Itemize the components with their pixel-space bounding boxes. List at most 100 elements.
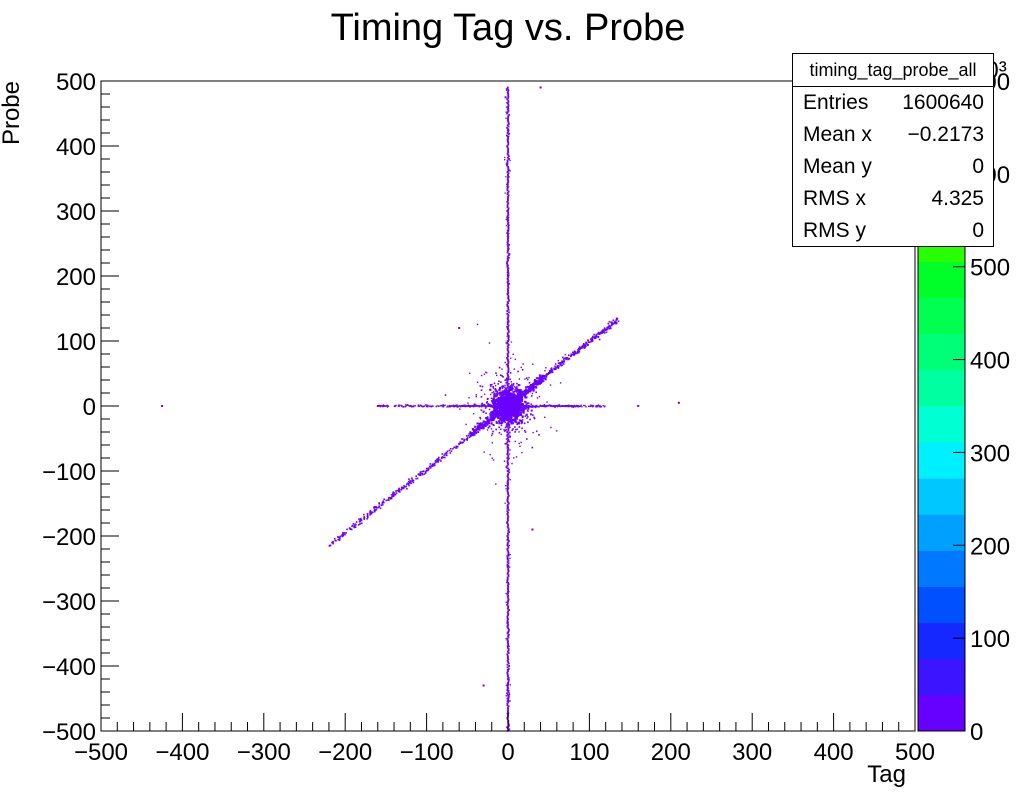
data-point [412, 405, 415, 407]
data-point [479, 385, 482, 387]
data-point [483, 393, 486, 395]
data-point [395, 404, 397, 407]
data-point [427, 467, 430, 470]
data-point [354, 524, 356, 526]
data-point [519, 390, 522, 393]
data-point [507, 652, 510, 654]
data-point [456, 406, 458, 408]
data-point [527, 409, 529, 411]
data-point [507, 224, 510, 227]
data-point [492, 459, 495, 461]
data-point [507, 368, 510, 371]
data-point [406, 487, 408, 490]
data-point [506, 572, 509, 575]
data-point [509, 431, 511, 434]
data-point [507, 142, 510, 145]
data-point [560, 364, 563, 367]
data-point [509, 557, 511, 559]
data-point [445, 451, 448, 454]
data-point [508, 403, 511, 407]
data-point [531, 446, 534, 449]
data-point [383, 498, 385, 501]
data-point [507, 644, 510, 647]
data-point [507, 246, 510, 249]
data-point [519, 445, 521, 447]
data-point [520, 392, 523, 394]
data-point [544, 370, 546, 372]
data-point [594, 337, 596, 340]
data-point [503, 413, 505, 416]
data-point [453, 406, 455, 408]
data-point [501, 416, 504, 419]
data-point [506, 87, 509, 90]
data-point [426, 405, 429, 408]
data-point [509, 404, 512, 407]
data-point [506, 695, 508, 697]
data-point [506, 305, 508, 307]
data-point [507, 236, 510, 238]
data-point [506, 632, 508, 634]
data-point [506, 379, 508, 382]
data-point [498, 415, 501, 417]
data-point [499, 418, 502, 421]
data-point [441, 453, 444, 455]
data-point [487, 421, 490, 424]
data-point [549, 371, 551, 373]
data-point [475, 395, 477, 398]
data-point [517, 421, 520, 424]
data-point [507, 269, 509, 272]
data-point [506, 134, 508, 137]
data-point [507, 709, 510, 712]
data-point [576, 352, 578, 354]
data-point [524, 389, 526, 392]
data-point [498, 420, 500, 422]
data-point [506, 241, 509, 244]
data-point [378, 505, 380, 507]
data-point [507, 340, 509, 342]
data-point [418, 474, 421, 476]
data-point [522, 411, 525, 414]
data-point [565, 405, 567, 407]
data-point [398, 405, 401, 407]
data-point [525, 407, 527, 409]
data-point [544, 416, 546, 418]
data-point [506, 646, 509, 649]
data-point [508, 169, 510, 171]
data-point [504, 411, 506, 413]
data-point [570, 354, 572, 357]
data-point [333, 538, 336, 540]
data-point [507, 147, 510, 150]
data-point [511, 462, 513, 465]
data-point [508, 376, 510, 378]
data-point [506, 591, 509, 593]
data-point [510, 400, 513, 403]
data-point [520, 441, 522, 444]
data-point [637, 405, 640, 407]
data-point [506, 257, 509, 259]
data-point [466, 405, 468, 407]
data-point [554, 367, 556, 370]
data-point [426, 404, 428, 406]
data-point [521, 397, 523, 399]
data-point [578, 347, 581, 349]
data-point [492, 398, 494, 400]
data-point [507, 705, 509, 707]
data-point [508, 540, 510, 543]
data-point [430, 465, 432, 467]
data-point [506, 717, 509, 719]
data-point [517, 410, 519, 412]
data-point [504, 443, 507, 445]
y-tick-label: 400 [56, 134, 96, 161]
data-point [507, 182, 509, 184]
data-point [354, 523, 357, 526]
data-point [506, 451, 509, 454]
data-point [376, 405, 379, 407]
data-point [517, 408, 519, 410]
data-point [507, 407, 510, 410]
data-point [507, 355, 509, 358]
data-point [488, 408, 491, 411]
data-point [517, 384, 520, 386]
stats-value: 0 [972, 155, 984, 178]
data-point [409, 405, 411, 407]
